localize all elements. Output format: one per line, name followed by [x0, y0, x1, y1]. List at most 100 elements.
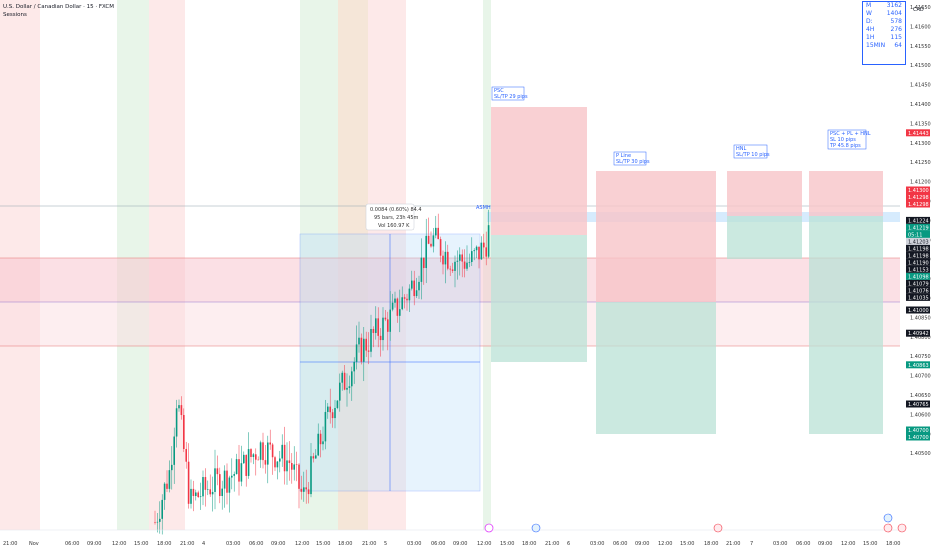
time-tick-label: 21:00 [3, 541, 17, 547]
candle-body [235, 459, 238, 475]
annotation-pline[interactable]: P Line SL/TP 30 pips [613, 151, 650, 166]
annotation-line: PSC + PL + HNL [830, 131, 871, 137]
candle-body [459, 254, 461, 261]
price-label-bg [906, 237, 930, 245]
candle-body [247, 449, 250, 476]
time-tick-label: 09:00 [818, 541, 832, 547]
candle-body [367, 350, 370, 352]
candle-body [245, 454, 247, 476]
event-icons [484, 513, 907, 533]
candle-body [447, 251, 449, 269]
candle-body [283, 444, 286, 472]
candle-body [243, 454, 245, 464]
time-tick-label: 15:00 [680, 541, 694, 547]
price-label: 1.41079 [908, 281, 929, 287]
candle-body [418, 281, 420, 291]
time-tick-label: 18:00 [338, 541, 352, 547]
candle-body [403, 297, 406, 299]
candle-body [442, 255, 444, 265]
time-tick-label: 12:00 [112, 541, 126, 547]
price-tick-label: 1.40850 [910, 315, 931, 321]
price-tick-label: 1.41600 [910, 24, 931, 30]
candle-body [439, 239, 442, 256]
event-flag-icon[interactable] [897, 523, 907, 533]
timeframe-value: 578 [890, 18, 902, 25]
candle-body [391, 302, 394, 310]
position-target [491, 235, 587, 362]
candle-body [394, 298, 396, 303]
price-label: 1.41153 [908, 267, 929, 273]
candle-body [466, 262, 468, 269]
position-hnl[interactable] [727, 171, 802, 259]
candle-body [315, 455, 317, 459]
price-tick-label: 1.41450 [910, 83, 931, 89]
price-label: 1.41190 [908, 260, 929, 266]
candle-body [259, 442, 262, 460]
timeframe-table: M 3162 W 1404 D: 578 4H 276 1H 115 15MIN 64 [862, 1, 906, 65]
price-tick-label: 1.41300 [910, 141, 931, 147]
symbol-title[interactable]: U.S. Dollar / Canadian Dollar · 15 · FXC… [3, 4, 114, 10]
position-pline[interactable] [596, 171, 716, 434]
candle-body [274, 457, 276, 468]
annotation-hnl[interactable]: HNL SL/TP 10 pips [733, 144, 770, 159]
timeframe-value: 115 [890, 34, 902, 41]
price-tick-label: 1.40600 [910, 412, 931, 418]
time-tick-label: 4 [202, 541, 205, 547]
time-tick-label: 09:00 [87, 541, 101, 547]
candle-body [298, 464, 300, 489]
candle-body [389, 309, 391, 332]
time-tick-label: 21:00 [362, 541, 376, 547]
time-axis[interactable]: 21:00 Nov 06:00 09:00 12:00 15:00 18:00 21:00 4 0… [3, 541, 900, 547]
price-tick-label: 1.40650 [910, 393, 931, 399]
time-tick-label: 03:00 [590, 541, 604, 547]
candle-body [238, 459, 240, 482]
annotation-line: HNL [736, 146, 747, 152]
price-label-bg [906, 251, 930, 259]
candle-body [387, 319, 389, 332]
candle-body [187, 461, 190, 504]
position-target [809, 216, 883, 434]
price-label-bg [906, 193, 930, 201]
price-label: 1.41000 [908, 308, 929, 314]
indicator-name[interactable]: Sessions [3, 12, 27, 18]
event-flag-icon[interactable] [531, 523, 541, 533]
candle-body [348, 386, 351, 388]
candle-body [204, 477, 207, 490]
annotation-psc[interactable]: PSC SL/TP 29 pips [491, 86, 528, 101]
annotation-asmh[interactable]: ASMH [476, 205, 491, 211]
time-tick-label: 21:00 [726, 541, 740, 547]
candle-body [339, 382, 341, 401]
candle-body [257, 459, 259, 461]
position-combo[interactable] [809, 171, 883, 434]
candle-body [156, 521, 159, 523]
event-flag-icon[interactable] [883, 523, 893, 533]
candle-body [166, 483, 168, 489]
timeframe-label: W [866, 10, 872, 17]
price-labels: 1.414431.413001.412981.412981.412241.412… [906, 129, 930, 441]
annotation-combo[interactable]: PSC + PL + HNL SL 10 pips TP 45.8 pips [827, 129, 871, 150]
event-flag-icon[interactable] [713, 523, 723, 533]
candle-body [468, 261, 471, 263]
position-psc[interactable] [491, 107, 587, 362]
candle-body [360, 337, 363, 362]
time-tick-label: 7 [750, 541, 753, 547]
candle-body [216, 468, 219, 475]
event-flag-icon[interactable] [883, 513, 893, 523]
candle-body [454, 261, 456, 271]
event-flag-icon[interactable] [484, 523, 494, 533]
candle-body [269, 442, 271, 445]
candle-body [168, 470, 171, 489]
candle-body [231, 475, 233, 478]
measure-tooltip: 0.0084 (0.60%) 84.4 95 bars, 23h 45m Vol… [365, 203, 422, 231]
price-label: 1.41198 [908, 246, 929, 252]
candle-body [192, 488, 195, 496]
price-label-bg [906, 186, 930, 194]
candle-body [487, 225, 490, 257]
timeframe-label: 15MIN [866, 42, 886, 49]
time-tick-label: 12:00 [658, 541, 672, 547]
price-label: 05:11 [908, 232, 922, 238]
candle-body [346, 387, 348, 390]
time-tick-label: 21:00 [180, 541, 194, 547]
price-label: 1.41035 [908, 295, 929, 301]
